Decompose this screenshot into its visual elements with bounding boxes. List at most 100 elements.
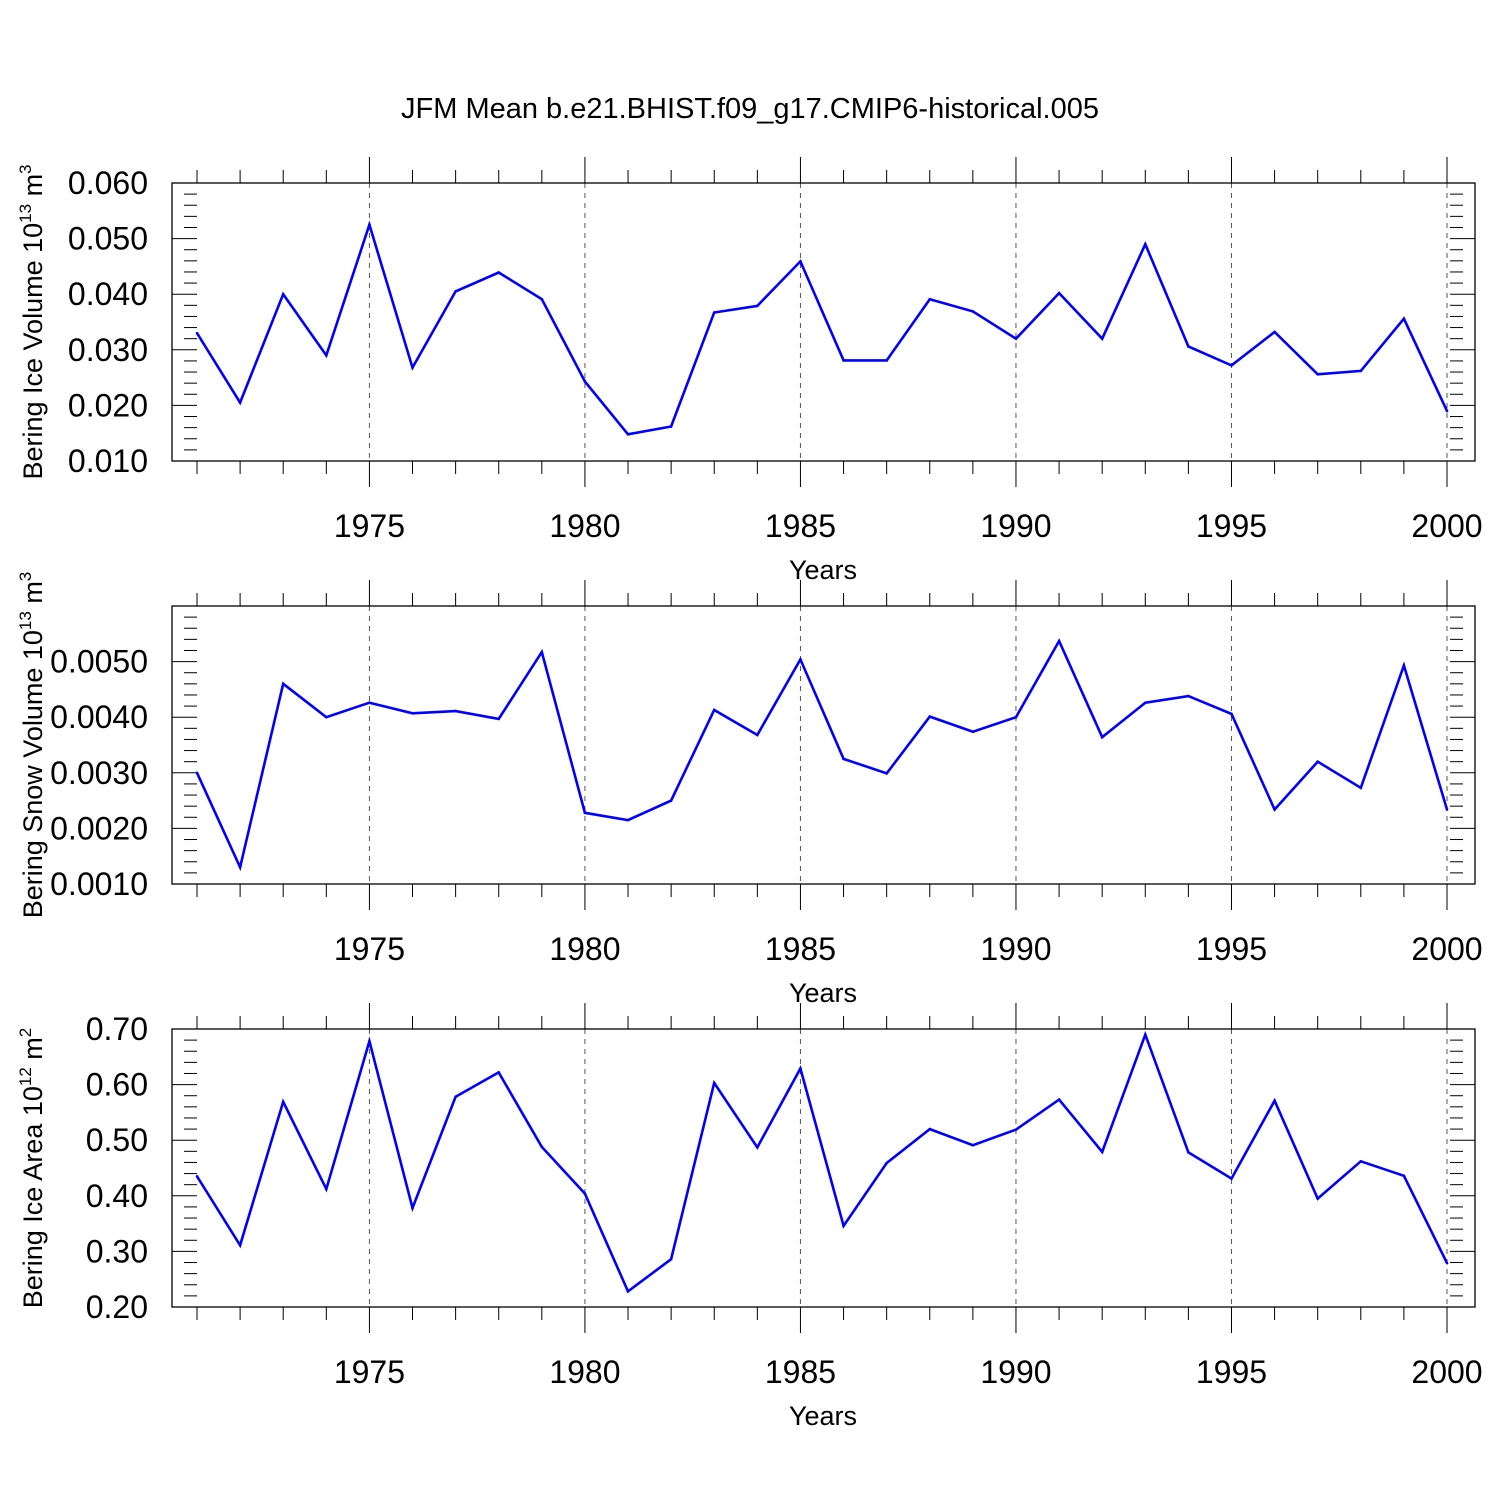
data-point-1985 — [799, 658, 802, 661]
data-point-1997 — [1316, 372, 1319, 376]
x-tick-label: 1975 — [334, 508, 405, 544]
data-point-1997 — [1316, 1197, 1319, 1200]
data-point-1973 — [281, 1100, 285, 1104]
data-point-1977 — [454, 1095, 457, 1099]
x-tick-label: 1980 — [549, 508, 620, 544]
y-tick-label: 0.0010 — [50, 866, 148, 902]
x-tick-label: 1995 — [1196, 508, 1267, 544]
plot-frame — [171, 182, 1476, 462]
y-tick-label: 0.050 — [68, 221, 148, 257]
plot-frame — [171, 1028, 1476, 1308]
data-point-1998 — [1359, 786, 1363, 790]
data-point-1974 — [325, 1187, 328, 1191]
data-point-1977 — [454, 709, 457, 713]
data-point-1992 — [1100, 1150, 1104, 1154]
data-point-1994 — [1187, 345, 1190, 348]
data-point-1971 — [195, 331, 199, 335]
data-point-1992 — [1100, 337, 1104, 340]
page-title: JFM Mean b.e21.BHIST.f09_g17.CMIP6-histo… — [401, 93, 1099, 125]
data-point-1981 — [626, 1290, 630, 1293]
data-point-1988 — [928, 1127, 932, 1131]
y-tick-label: 0.0030 — [50, 755, 148, 791]
data-point-1984 — [756, 304, 759, 308]
y-axis-label: Bering Ice Area 1012 m2 — [16, 1028, 48, 1309]
y-axis-label-text: m — [18, 174, 48, 204]
data-point-1975 — [368, 701, 371, 705]
series-line — [195, 638, 1449, 872]
data-point-1974 — [325, 715, 328, 719]
data-point-1994 — [1187, 694, 1190, 698]
data-point-1991 — [1057, 639, 1061, 643]
y-tick-label: 0.020 — [68, 387, 148, 423]
data-point-1971 — [195, 771, 199, 775]
series-line — [195, 1030, 1449, 1294]
panel-3: 0.20 0.30 0.40 0.50 0.60 0.70 1975 1980 1985 1990… — [16, 1003, 1483, 1431]
x-tick-label: 1980 — [549, 931, 620, 967]
y-tick-label: 0.70 — [86, 1011, 148, 1047]
y-tick-label: 0.0050 — [50, 644, 148, 680]
x-tick-label: 2000 — [1411, 1354, 1482, 1390]
data-point-1976 — [411, 1206, 414, 1210]
x-tick-label: 1975 — [334, 931, 405, 967]
data-point-1975 — [368, 1039, 371, 1043]
x-tick-label: 1975 — [334, 1354, 405, 1390]
data-point-1979 — [540, 1145, 544, 1149]
data-point-1996 — [1273, 330, 1276, 334]
y-axis-label-exponent: 3 — [16, 572, 35, 581]
data-point-1989 — [971, 730, 975, 733]
data-point-1981 — [626, 433, 630, 436]
data-point-1976 — [411, 366, 414, 369]
data-point-1984 — [756, 1146, 759, 1149]
y-axis-label-text: Bering Snow Volume 10 — [18, 630, 48, 918]
y-tick-label: 0.060 — [68, 165, 148, 201]
x-axis-label: Years — [789, 555, 857, 585]
x-tick-label: 1990 — [980, 508, 1051, 544]
data-point-1979 — [540, 650, 544, 654]
data-point-1998 — [1359, 1160, 1363, 1163]
y-tick-label: 0.40 — [86, 1178, 148, 1214]
data-point-1988 — [928, 297, 932, 301]
y-axis-label-text: m — [18, 1037, 48, 1067]
data-point-1972 — [238, 401, 242, 404]
x-tick-label: 2000 — [1411, 508, 1482, 544]
y-tick-label: 0.60 — [86, 1067, 148, 1103]
x-tick-label: 1985 — [765, 1354, 836, 1390]
x-axis-label: Years — [789, 978, 857, 1008]
x-tick-label: 1995 — [1196, 1354, 1267, 1390]
data-point-1984 — [756, 733, 759, 737]
data-point-1973 — [281, 682, 285, 686]
data-point-1986 — [842, 757, 845, 761]
y-tick-label: 0.0020 — [50, 810, 148, 846]
data-point-1991 — [1057, 291, 1061, 295]
data-point-1982 — [669, 1257, 673, 1261]
y-axis-label-text: Bering Ice Volume 10 — [18, 223, 48, 480]
data-point-1989 — [971, 310, 975, 313]
y-tick-label: 0.50 — [86, 1122, 148, 1158]
y-tick-label: 0.030 — [68, 332, 148, 368]
data-point-1985 — [799, 1067, 802, 1070]
data-point-1974 — [325, 354, 328, 357]
x-tick-label: 1990 — [980, 1354, 1051, 1390]
data-point-1978 — [497, 717, 501, 721]
data-point-1993 — [1143, 701, 1147, 705]
data-point-1993 — [1143, 242, 1147, 246]
data-point-1979 — [540, 297, 544, 301]
data-point-1987 — [885, 772, 888, 775]
y-axis-label: Bering Snow Volume 1013 m3 — [16, 572, 48, 919]
data-point-1980 — [583, 380, 587, 383]
y-axis-label-text: Bering Ice Area 10 — [18, 1086, 48, 1308]
data-point-1995 — [1230, 1177, 1233, 1180]
data-point-1971 — [195, 1175, 199, 1178]
data-point-1997 — [1316, 760, 1319, 763]
data-point-1980 — [583, 1192, 587, 1195]
data-point-1991 — [1057, 1098, 1061, 1101]
data-point-1996 — [1273, 808, 1276, 811]
data-point-1986 — [842, 1224, 845, 1228]
data-point-1987 — [885, 359, 888, 362]
x-axis-label: Years — [789, 1401, 857, 1431]
data-point-2000 — [1445, 808, 1449, 811]
y-tick-label: 0.30 — [86, 1233, 148, 1269]
data-point-1990 — [1014, 337, 1018, 340]
data-point-1992 — [1100, 735, 1104, 739]
y-axis-label-exponent: 13 — [16, 204, 35, 223]
